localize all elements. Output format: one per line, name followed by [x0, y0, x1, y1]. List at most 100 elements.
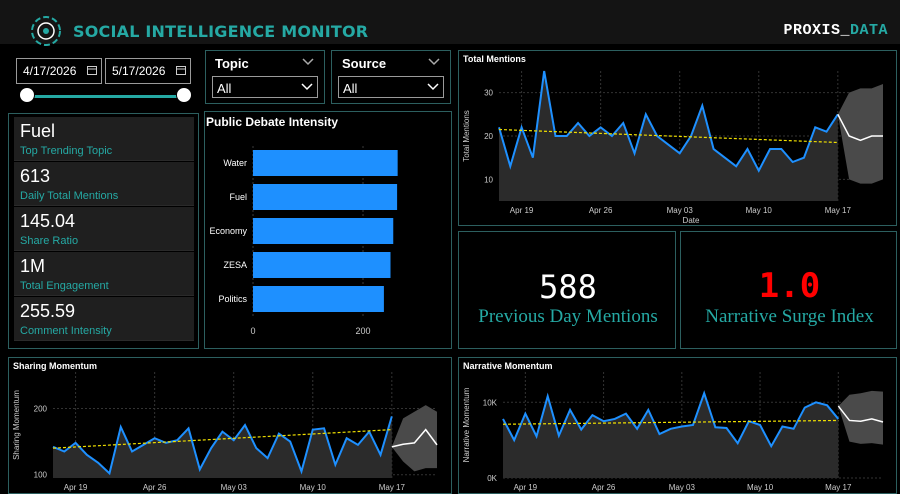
kpi-label: Total Engagement: [20, 280, 109, 292]
kpi-value: 613: [20, 166, 51, 186]
surge-index-card: 1.0 Narrative Surge Index: [680, 231, 897, 349]
y-tick-label: 100: [34, 471, 48, 480]
source-dropdown[interactable]: All: [338, 76, 444, 98]
series-line: [498, 70, 839, 173]
x-axis-title: Date: [683, 216, 700, 225]
trend-line: [52, 429, 392, 449]
brand-part-1: PROXIS_: [783, 22, 850, 39]
previous-day-label: Previous Day Mentions: [478, 306, 658, 327]
chevron-down-icon[interactable]: [302, 58, 314, 66]
series-line: [502, 390, 840, 449]
x-tick-label: May 03: [221, 483, 248, 492]
kpi-value: 1M: [20, 256, 46, 276]
brand-part-2: DATA: [849, 22, 888, 39]
kpi-label: Top Trending Topic: [20, 145, 113, 157]
forecast-band: [838, 390, 883, 445]
date-end-input[interactable]: 5/17/2026: [105, 58, 191, 84]
kpi-label: Comment Intensity: [20, 325, 112, 337]
debate-category-label: Water: [223, 158, 247, 168]
x-tick-label: Apr 26: [589, 206, 613, 215]
x-tick-label: May 17: [379, 483, 406, 492]
debate-bar-chart: 0 200 Water Fuel Economy ZESA Politics: [209, 146, 398, 336]
header-bar: SOCIAL INTELLIGENCE MONITOR PROXIS_DATA: [0, 0, 900, 46]
narrative-chart-panel: Narrative Momentum 0K 10K Apr 19 Apr 26 May …: [458, 357, 897, 494]
debate-bar: [253, 252, 391, 278]
debate-category-label: Economy: [209, 226, 247, 236]
y-tick-label: 30: [484, 89, 493, 98]
y-tick-label: 200: [34, 404, 48, 413]
date-range-slider[interactable]: [26, 95, 184, 98]
kpi-card-comment-intensity: 255.59 Comment Intensity: [14, 297, 194, 341]
kpi-label: Daily Total Mentions: [20, 190, 119, 202]
topic-dropdown[interactable]: All: [212, 76, 318, 98]
debate-category-label: Politics: [218, 294, 247, 304]
x-tick-label: Apr 19: [514, 483, 538, 492]
date-start-value: 4/17/2026: [23, 64, 77, 78]
sharing-chart-panel: Sharing Momentum 100 200 Apr 19 Apr 26 May 0…: [8, 357, 452, 494]
trend-line: [502, 419, 839, 425]
x-tick-label: May 10: [746, 206, 773, 215]
y-tick-label: 10K: [483, 398, 498, 407]
kpi-card-engagement: 1M Total Engagement: [14, 252, 194, 296]
surge-index-value: 1.0: [758, 266, 821, 306]
kpi-value: 255.59: [20, 301, 76, 321]
sharing-chart-title: Sharing Momentum: [13, 361, 98, 371]
kpi-value: Fuel: [20, 121, 56, 141]
forecast-band: [391, 405, 437, 472]
x-tick-label: May 03: [667, 206, 694, 215]
debate-bar: [253, 286, 384, 312]
narrative-chart-title: Narrative Momentum: [463, 361, 553, 371]
x-tick-label: May 17: [825, 206, 852, 215]
y-tick-label: 20: [484, 132, 493, 141]
source-dropdown-value: All: [343, 81, 358, 96]
forecast-line: [391, 428, 438, 448]
logo-icon: [31, 16, 61, 46]
y-tick-label: 0K: [487, 474, 497, 483]
x-tick-label: May 03: [669, 483, 696, 492]
chevron-down-icon: [427, 83, 439, 91]
x-tick-label: Apr 19: [510, 206, 534, 215]
slider-end-handle[interactable]: [176, 87, 192, 103]
date-end-value: 5/17/2026: [112, 64, 166, 78]
y-axis-title: Sharing Momentum: [12, 390, 21, 460]
debate-bar: [253, 150, 398, 176]
topic-slicer-label: Topic: [215, 56, 249, 71]
y-tick-label: 10: [484, 175, 493, 184]
trend-line: [498, 128, 838, 144]
date-start-input[interactable]: 4/17/2026: [16, 58, 102, 84]
x-tick-label: May 17: [825, 483, 852, 492]
debate-category-label: ZESA: [223, 260, 247, 270]
series-line: [52, 416, 393, 476]
kpi-card-top-topic: Fuel Top Trending Topic: [14, 117, 194, 161]
kpi-value: 145.04: [20, 211, 76, 231]
x-tick-label: May 10: [300, 483, 327, 492]
debate-x-tick-label: 0: [250, 326, 255, 336]
x-tick-label: Apr 26: [143, 483, 167, 492]
y-axis-title: Total Mentions: [462, 110, 471, 162]
mentions-chart-panel: Total Mentions 10 20 30 Apr 19 Apr 26 May 03 M…: [458, 50, 897, 226]
forecast-band: [837, 84, 883, 184]
series-area: [53, 416, 392, 478]
series-area: [503, 393, 839, 478]
mentions-line-chart: 10 20 30 Apr 19 Apr 26 May 03 May 10 May 17 Date…: [462, 70, 883, 225]
previous-day-value: 588: [539, 268, 597, 306]
forecast-line: [837, 113, 883, 142]
previous-day-card: 588 Previous Day Mentions: [458, 231, 676, 349]
topic-dropdown-value: All: [217, 81, 232, 96]
source-slicer-label: Source: [342, 56, 387, 71]
debate-category-label: Fuel: [229, 192, 247, 202]
chevron-down-icon[interactable]: [428, 58, 440, 66]
app-title: SOCIAL INTELLIGENCE MONITOR: [73, 22, 369, 41]
x-tick-label: Apr 19: [64, 483, 88, 492]
y-axis-title: Narrative Momentum: [462, 387, 471, 462]
x-tick-label: May 10: [747, 483, 774, 492]
slider-start-handle[interactable]: [19, 87, 35, 103]
calendar-icon: [87, 66, 97, 75]
brand-logo: PROXIS_DATA: [783, 22, 888, 39]
surge-index-label: Narrative Surge Index: [705, 306, 874, 327]
kpi-label: Share Ratio: [20, 235, 79, 247]
debate-bar: [253, 218, 394, 244]
debate-chart-panel: Public Debate Intensity 0 200 Water Fuel Eco…: [204, 111, 452, 349]
debate-chart-title: Public Debate Intensity: [206, 115, 339, 129]
